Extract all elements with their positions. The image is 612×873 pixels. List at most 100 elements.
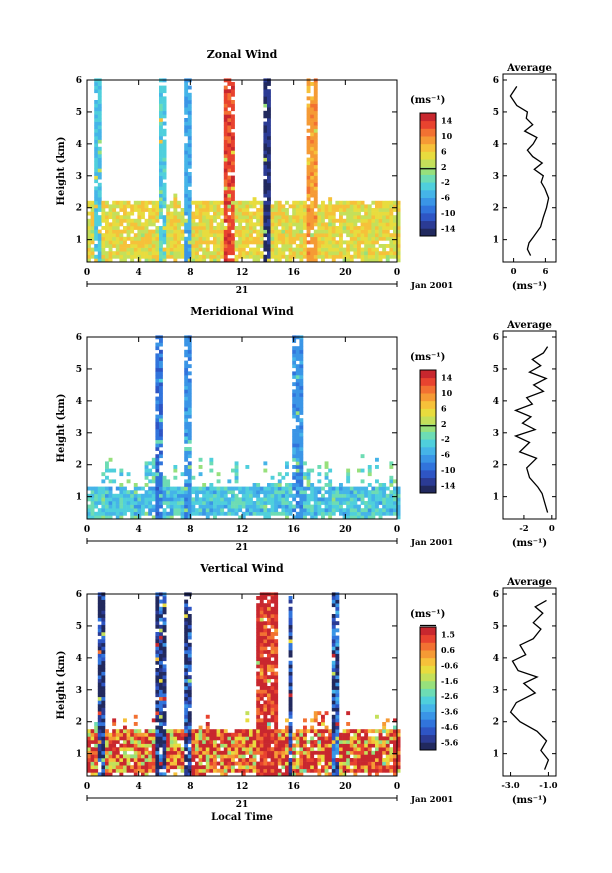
average-panel: Average 1 2 3 4 5 6 -2 0(ms⁻¹) xyxy=(493,320,557,549)
x-tick-label: 8 xyxy=(187,525,193,535)
colorbar-swatch xyxy=(420,680,436,689)
colorbar-swatch xyxy=(420,166,436,175)
x-tick-label: 20 xyxy=(339,268,352,278)
colorbar-swatch xyxy=(420,189,436,198)
colorbar-tick-label: -6 xyxy=(441,450,450,460)
y-tick-label: 1 xyxy=(76,236,82,246)
avg-x-tick-label: -1.0 xyxy=(539,781,557,791)
colorbar-swatch xyxy=(420,688,436,697)
colorbar-swatch xyxy=(420,416,436,425)
colorbar-swatch xyxy=(420,182,436,191)
colorbar-swatch xyxy=(420,439,436,448)
date-label: Jan 2001 xyxy=(410,795,453,805)
colorbar-swatch xyxy=(420,627,436,636)
y-tick-label: 4 xyxy=(76,654,82,664)
colorbar-unit: (ms⁻¹) xyxy=(410,352,445,363)
average-title: Average xyxy=(506,63,552,74)
colorbar-tick-label: 2 xyxy=(441,419,447,429)
y-tick-label: 4 xyxy=(76,397,82,407)
x-tick-label: 20 xyxy=(339,782,352,792)
colorbar-swatch xyxy=(420,385,436,394)
colorbar-tick-label: -0.6 xyxy=(441,660,459,670)
colorbar-swatch xyxy=(420,726,436,736)
colorbar-swatch xyxy=(420,151,436,160)
heatmap-cells xyxy=(87,78,401,263)
y-tick-label: 2 xyxy=(76,461,82,471)
colorbar-tick-label: 10 xyxy=(441,388,453,398)
colorbar-swatch xyxy=(420,136,436,145)
colorbar-swatch xyxy=(420,143,436,152)
colorbar-swatch xyxy=(420,393,436,402)
colorbar-tick-label: 14 xyxy=(441,116,453,126)
colorbar-swatch xyxy=(420,408,436,417)
colorbar-tick-label: 2 xyxy=(441,162,447,172)
colorbar-tick-label: 0.6 xyxy=(441,645,455,655)
x-tick-label: 4 xyxy=(136,268,142,278)
average-title: Average xyxy=(506,320,552,331)
average-title: Average xyxy=(506,577,552,588)
colorbar-frame xyxy=(419,369,437,494)
y-tick-label: 3 xyxy=(76,686,82,696)
avg-y-tick-label: 5 xyxy=(493,622,499,632)
average-profile-line xyxy=(509,599,550,770)
colorbar-tick-label: -5.6 xyxy=(441,737,459,747)
avg-y-tick-label: 4 xyxy=(493,654,499,664)
avg-x-tick-label: 0 xyxy=(511,267,517,277)
panel-title: Meridional Wind xyxy=(190,305,294,318)
y-tick-label: 6 xyxy=(76,590,82,600)
colorbar-swatch xyxy=(420,642,436,651)
colorbar-tick-label: 14 xyxy=(441,373,453,383)
avg-y-tick-label: 5 xyxy=(493,365,499,375)
colorbar-swatch xyxy=(420,673,436,682)
colorbar-swatch xyxy=(420,657,436,666)
y-axis-label: Height (km) xyxy=(56,394,67,463)
colorbar-swatch xyxy=(420,400,436,409)
average-profile-line xyxy=(509,86,550,256)
y-tick-label: 6 xyxy=(76,333,82,343)
colorbar-swatch xyxy=(420,228,436,237)
colorbar-tick-label: -2 xyxy=(441,434,450,444)
colorbar-swatch xyxy=(420,370,436,379)
avg-y-tick-label: 1 xyxy=(493,236,499,246)
colorbar-unit: (ms⁻¹) xyxy=(410,609,445,620)
avg-y-tick-label: 4 xyxy=(493,140,499,150)
avg-y-tick-label: 4 xyxy=(493,397,499,407)
colorbar-swatch xyxy=(420,696,436,705)
avg-y-tick-label: 3 xyxy=(493,429,499,439)
avg-y-tick-label: 1 xyxy=(493,750,499,760)
avg-x-tick-label: 0 xyxy=(549,524,555,534)
x-tick-label: 4 xyxy=(136,782,142,792)
x-tick-label: 4 xyxy=(136,525,142,535)
date-day-label: 21 xyxy=(236,286,249,296)
average-frame xyxy=(502,73,557,263)
colorbar-swatch xyxy=(420,197,436,206)
avg-y-tick-label: 2 xyxy=(493,461,499,471)
avg-y-tick-label: 2 xyxy=(493,204,499,214)
colorbar-swatch xyxy=(420,742,436,751)
x-tick-label: 16 xyxy=(287,782,300,792)
colorbar-tick-label: -10 xyxy=(441,465,456,475)
x-tick-label: 16 xyxy=(287,268,300,278)
avg-x-tick-label: 6 xyxy=(542,267,548,277)
colorbar-swatch xyxy=(420,128,436,137)
x-tick-label: 0 xyxy=(84,268,90,278)
y-tick-label: 2 xyxy=(76,718,82,728)
colorbar-tick-label: 10 xyxy=(441,131,453,141)
panel-title: Zonal Wind xyxy=(207,48,278,61)
colorbar-tick-label: 6 xyxy=(441,403,447,413)
date-day-label: 21 xyxy=(236,800,249,810)
colorbar-tick-label: -2 xyxy=(441,177,450,187)
x-tick-label: 20 xyxy=(339,525,352,535)
x-tick-label: 12 xyxy=(236,268,249,278)
colorbar-swatch xyxy=(420,212,436,222)
y-tick-label: 1 xyxy=(76,493,82,503)
colorbar-swatch xyxy=(420,665,436,674)
average-profile-line xyxy=(513,346,549,513)
colorbar-swatch xyxy=(420,423,436,432)
panel-title: Vertical Wind xyxy=(199,562,284,575)
average-frame xyxy=(502,330,557,520)
colorbar-tick-label: 6 xyxy=(441,146,447,156)
y-axis-label: Height (km) xyxy=(56,137,67,206)
